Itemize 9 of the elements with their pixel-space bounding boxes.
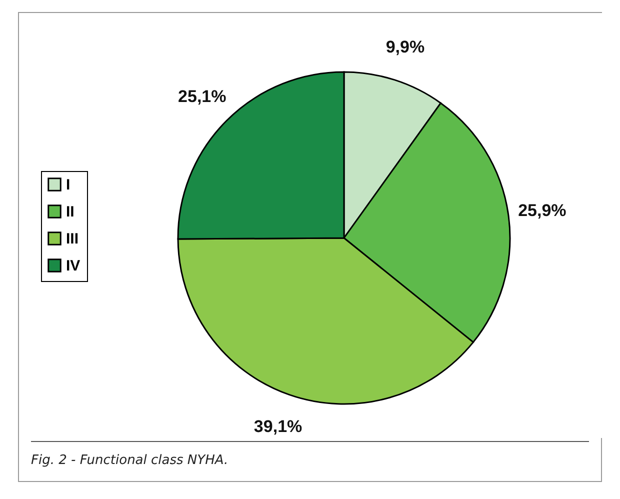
legend-label: I bbox=[66, 176, 70, 194]
data-label: 9,9% bbox=[386, 38, 425, 57]
data-label: 39,1% bbox=[254, 416, 302, 436]
legend-label: IV bbox=[66, 258, 80, 274]
data-label: 25,1% bbox=[178, 87, 226, 106]
legend-label: III bbox=[66, 230, 79, 248]
legend-label: II bbox=[66, 204, 74, 220]
data-label: 25,9% bbox=[518, 201, 566, 220]
caption: Fig. 2 - Functional class NYHA. bbox=[31, 453, 228, 468]
